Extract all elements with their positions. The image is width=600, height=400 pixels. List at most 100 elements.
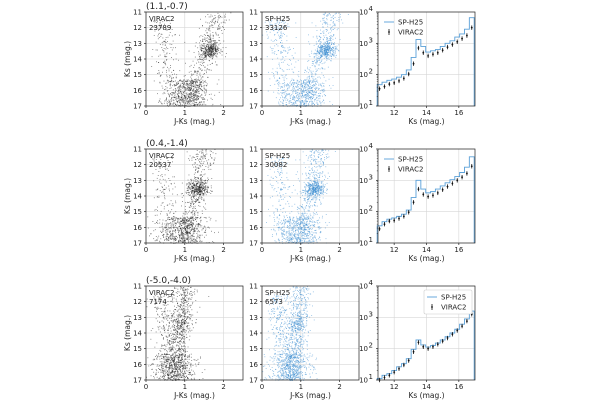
row2-virac-cmd-point xyxy=(201,171,202,173)
row1-virac-cmd-point xyxy=(207,51,209,53)
row2-virac-cmd-point xyxy=(173,223,175,225)
row1-virac-cmd-point xyxy=(171,97,172,99)
row1-virac-cmd-point xyxy=(214,48,216,50)
row1-sph25-cmd-point xyxy=(325,34,327,36)
row2-virac-cmd-point xyxy=(152,158,154,160)
row1-sph25-cmd-point xyxy=(312,73,314,75)
row2-virac-cmd-point xyxy=(182,234,184,236)
row2-virac-cmd-point xyxy=(211,150,212,152)
row1-sph25-cmd-point xyxy=(309,80,310,82)
row1-sph25-cmd-point xyxy=(302,100,303,102)
row1-virac-cmd-point xyxy=(184,87,186,89)
row2-sph25-cmd-point xyxy=(308,189,309,191)
row1-sph25-cmd-point xyxy=(310,96,312,97)
row1-sph25-cmd-point xyxy=(316,97,317,98)
row2-sph25-cmd-point xyxy=(302,218,304,220)
row2-virac-cmd-point xyxy=(205,208,207,210)
row2-sph25-cmd-point xyxy=(313,240,315,242)
row2-virac-cmd-point xyxy=(161,174,163,175)
row1-virac-cmd-point xyxy=(189,80,190,82)
row1-sph25-cmd-point xyxy=(317,51,318,52)
row2-virac-cmd-point xyxy=(201,156,203,158)
row1-sph25-cmd-point xyxy=(315,43,317,45)
row2-sph25-cmd-point xyxy=(313,241,314,242)
row2-virac-cmd-point xyxy=(199,240,201,242)
row1-virac-cmd-point xyxy=(175,76,177,78)
row1-sph25-cmd-point xyxy=(286,74,287,76)
row2-virac-cmd-point xyxy=(203,182,205,184)
row1-virac-cmd-point xyxy=(187,101,188,102)
row1-sph25-cmd-point xyxy=(269,24,271,26)
row1-sph25-cmd-point xyxy=(308,72,309,74)
row1-virac-cmd-point xyxy=(215,45,217,47)
row1-virac-cmd-point xyxy=(189,97,191,98)
row2-virac-cmd-point xyxy=(198,187,200,189)
row1-virac-cmd-point xyxy=(203,98,205,100)
row2-virac-cmd-point xyxy=(182,219,183,221)
row2-virac-cmd-point xyxy=(174,236,175,238)
row2-virac-cmd-point xyxy=(166,233,168,235)
row1-virac-cmd-point xyxy=(193,52,195,53)
row1-sph25-cmd-point xyxy=(325,48,327,50)
row2-virac-cmd-point xyxy=(173,240,175,242)
row1-virac-cmd-point xyxy=(193,105,195,106)
row2-virac-cmd-point xyxy=(191,216,193,218)
row1-virac-cmd-point xyxy=(192,93,194,94)
row1-sph25-cmd-point xyxy=(330,20,332,21)
row2-virac-cmd-point xyxy=(207,166,209,168)
row2-virac-cmd-point xyxy=(173,236,175,238)
row2-sph25-cmd-point xyxy=(269,183,271,185)
row1-virac-cmd-point xyxy=(201,93,203,95)
row1-sph25-cmd-point xyxy=(290,101,292,103)
row1-sph25-cmd-point xyxy=(284,96,286,98)
row1-sph25-cmd-point xyxy=(334,13,336,15)
row2-virac-cmd-point xyxy=(164,239,165,241)
row1-virac-cmd-point xyxy=(205,55,207,57)
row1-sph25-cmd-point xyxy=(316,30,318,31)
row1-lf-virac-point xyxy=(383,84,386,89)
row1-sph25-cmd-point xyxy=(282,57,284,59)
row1-sph25-cmd-point xyxy=(321,90,323,92)
row1-sph25-cmd-point xyxy=(325,23,327,25)
row2-virac-cmd-point xyxy=(199,190,201,192)
row2-virac-cmd-point xyxy=(163,192,165,194)
row1-virac-cmd-point xyxy=(169,22,171,24)
row1-sph25-cmd-point xyxy=(300,88,302,89)
row1-sph25-cmd-point xyxy=(318,95,320,97)
row2-virac-cmd-point xyxy=(164,194,165,196)
row1-virac-cmd-point xyxy=(188,96,189,98)
row1-virac-cmd-point xyxy=(209,50,211,52)
row1-sph25-cmd-point xyxy=(314,84,316,86)
row2-virac-cmd-point xyxy=(179,236,180,238)
row1-sph25-cmd-point xyxy=(309,101,310,103)
row2-virac-cmd-point xyxy=(166,214,168,216)
row1-virac-cmd-point xyxy=(208,47,209,49)
row2-sph25-cmd-point xyxy=(304,209,305,211)
row1-sph25-cmd-point xyxy=(323,18,325,19)
row2-sph25-cmd-point xyxy=(288,237,290,239)
row2-virac-cmd-point xyxy=(176,194,178,196)
row2-virac-cmd-point xyxy=(196,164,198,166)
row1-virac-cmd-point xyxy=(185,84,187,86)
row1-sph25-cmd-point xyxy=(312,36,314,38)
row1-sph25-cmd-point xyxy=(277,80,279,81)
row1-sph25-cmd-point xyxy=(277,50,279,52)
row1-virac-cmd-point xyxy=(172,89,174,91)
row2-sph25-cmd-point xyxy=(282,198,284,200)
row1-virac-cmd-point xyxy=(215,50,216,52)
row1-sph25-cmd-point xyxy=(295,61,297,63)
row1-virac-cmd-point xyxy=(193,97,195,99)
row2-virac-cmd-point xyxy=(201,174,203,176)
row1-sph25-cmd-point xyxy=(294,96,295,98)
row2-sph25-cmd-point xyxy=(318,179,320,181)
row1-sph25-cmd-point xyxy=(301,83,302,85)
row1-virac-cmd-point xyxy=(187,83,189,85)
row2-virac-cmd-point xyxy=(188,206,190,208)
row1-virac-cmd-point xyxy=(164,41,166,43)
row2-virac-cmd-point xyxy=(189,238,191,240)
row1-sph25-cmd-point xyxy=(284,21,286,23)
row1-sph25-cmd-point xyxy=(309,81,311,83)
row1-sph25-cmd-point xyxy=(330,87,332,89)
row1-virac-cmd-point xyxy=(193,103,195,105)
row2-sph25-cmd-point xyxy=(285,219,287,221)
